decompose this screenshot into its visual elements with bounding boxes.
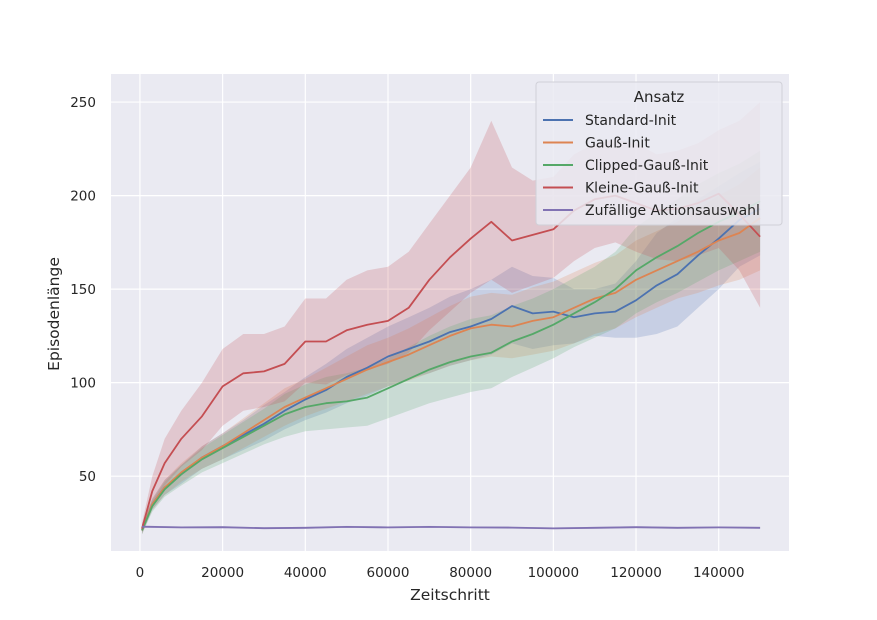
x-tick-label: 80000 (449, 565, 492, 581)
x-tick-label: 60000 (367, 565, 410, 581)
legend-box (535, 81, 783, 226)
x-axis-ticks: 0 20000 40000 60000 80000 100000 120000 140000 (136, 565, 745, 581)
y-tick-label: 100 (70, 376, 96, 392)
band-gauß-init (142, 167, 761, 535)
legend-label-zufällige-aktionsauswahl: Zufällige Aktionsauswahl (585, 203, 760, 219)
y-axis-label: Episodenlänge (45, 257, 63, 371)
y-axis-ticks: 50 100 150 200 250 (70, 95, 96, 485)
x-tick-label: 100000 (528, 565, 580, 581)
y-tick-label: 250 (70, 95, 96, 111)
x-tick-label: 20000 (201, 565, 244, 581)
legend-title: Ansatz (634, 88, 685, 106)
legend-label-clipped-gauß-init: Clipped-Gauß-Init (585, 158, 709, 174)
x-axis-label: Zeitschritt (410, 586, 490, 604)
x-tick-label: 140000 (693, 565, 745, 581)
line-clipped-gauß-init (141, 200, 761, 531)
x-tick-label: 120000 (610, 565, 662, 581)
y-tick-label: 200 (70, 189, 96, 205)
x-tick-label: 0 (136, 565, 145, 581)
series-lines (141, 192, 761, 531)
legend-label-gauß-init: Gauß-Init (585, 136, 650, 152)
legend: Ansatz Standard-Init Gauß-Init Clipped-Gau… (535, 81, 783, 226)
x-tick-label: 40000 (284, 565, 327, 581)
line-gauß-init (141, 217, 761, 531)
y-tick-label: 150 (70, 282, 96, 298)
line-zufällige-aktionsauswahl (141, 525, 761, 530)
legend-label-kleine-gauß-init: Kleine-Gauß-Init (585, 181, 699, 197)
y-tick-label: 50 (79, 469, 96, 485)
legend-items: Standard-Init Gauß-Init Clipped-Gauß-Init K… (543, 113, 760, 219)
legend-label-standard-init: Standard-Init (585, 113, 677, 129)
band-standard-init (142, 161, 761, 535)
band-clipped-gauß-init (142, 150, 761, 535)
